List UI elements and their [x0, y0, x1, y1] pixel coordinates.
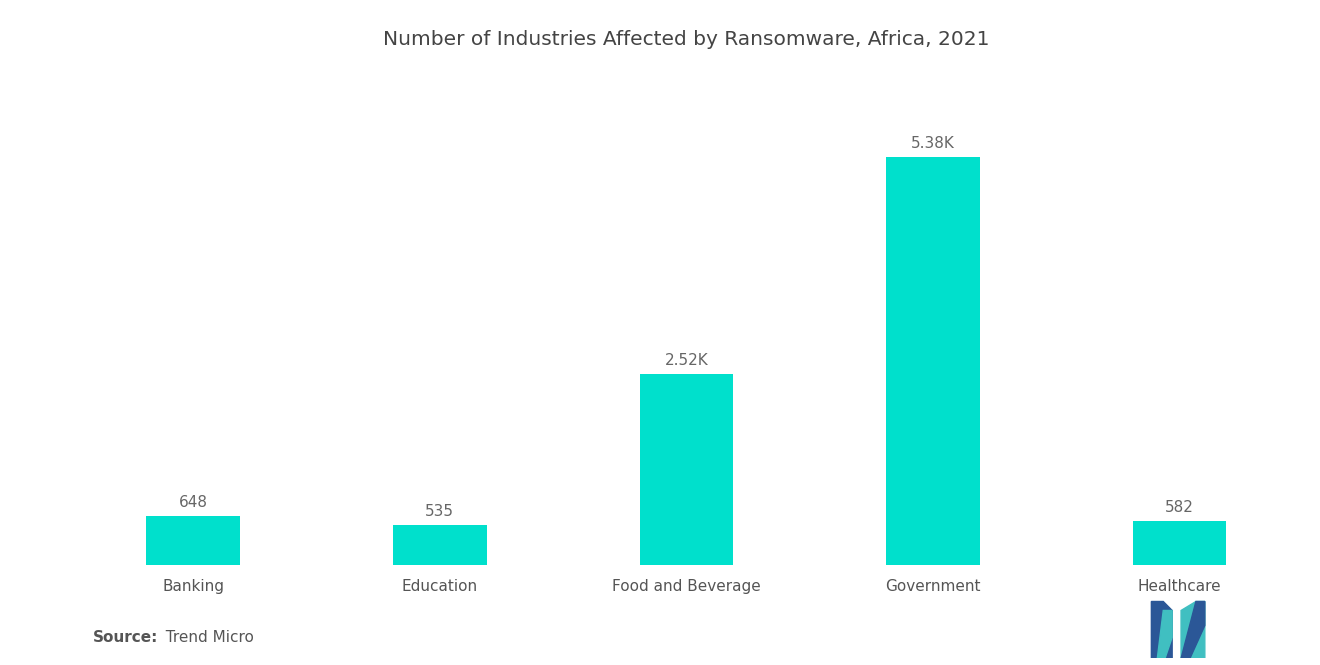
Polygon shape	[1181, 601, 1205, 658]
Bar	[886, 157, 979, 565]
Text: Source:: Source:	[92, 630, 158, 645]
Text: 648: 648	[178, 495, 207, 510]
Text: 2.52K: 2.52K	[664, 353, 709, 368]
Polygon shape	[1181, 601, 1205, 658]
Polygon shape	[1158, 610, 1172, 658]
Bar	[147, 516, 240, 565]
Text: 582: 582	[1166, 500, 1195, 515]
Bar	[1133, 521, 1226, 565]
Title: Number of Industries Affected by Ransomware, Africa, 2021: Number of Industries Affected by Ransomw…	[383, 30, 990, 49]
Bar	[393, 525, 487, 565]
Text: Trend Micro: Trend Micro	[156, 630, 253, 645]
Text: 5.38K: 5.38K	[911, 136, 954, 151]
Polygon shape	[1151, 601, 1172, 658]
Bar	[640, 374, 733, 565]
Text: 535: 535	[425, 503, 454, 519]
